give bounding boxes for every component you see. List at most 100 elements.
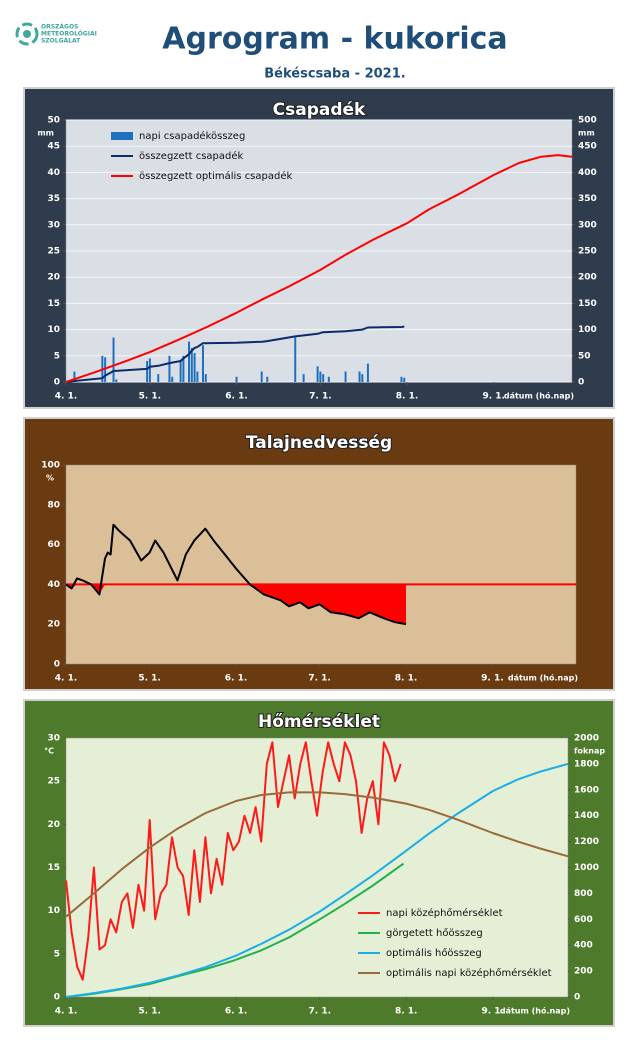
bar <box>358 371 361 382</box>
x-tick-label: 8. 1. <box>396 392 419 402</box>
legend-label: összegzett csapadék <box>139 150 244 162</box>
y2-tick-label: 600 <box>574 915 593 925</box>
y2-tick-label: 400 <box>578 168 597 178</box>
y2-tick-label: 250 <box>578 247 597 257</box>
y-tick-label: 15 <box>47 863 60 873</box>
y-tick-label: 35 <box>47 194 60 204</box>
x-axis-label: dátum (hó.nap) <box>504 391 574 401</box>
x-tick-label: 4. 1. <box>55 1007 78 1017</box>
bar <box>344 371 347 382</box>
y-unit: °C <box>44 747 54 756</box>
logo-mark <box>23 30 31 38</box>
y2-tick-label: 200 <box>578 273 597 283</box>
y-tick-label: 20 <box>47 820 60 830</box>
bar <box>266 376 269 382</box>
y2-tick-label: 2000 <box>574 734 599 744</box>
plot-area <box>65 737 569 998</box>
y2-tick-label: 1200 <box>574 837 599 847</box>
y-tick-label: 15 <box>47 299 60 309</box>
y2-tick-label: 400 <box>574 941 593 951</box>
line <box>65 741 402 981</box>
y-tick-label: 0 <box>54 378 60 388</box>
bar <box>115 379 118 382</box>
y2-tick-label: 50 <box>578 351 591 361</box>
chart-title: Csapadék <box>273 100 366 120</box>
bar <box>361 374 364 382</box>
logo-text: METEOROLÓGIAI <box>41 31 97 38</box>
y-tick-label: 30 <box>47 220 60 230</box>
chart-title: Talajnedvesség <box>246 433 392 453</box>
x-tick-label: 9. 1. <box>481 1007 504 1017</box>
y-tick-label: 60 <box>47 540 60 550</box>
x-tick-label: 4. 1. <box>55 392 78 402</box>
bar <box>182 355 185 382</box>
x-tick-label: 6. 1. <box>225 392 248 402</box>
y2-tick-label: 1800 <box>574 759 599 769</box>
bar <box>319 371 322 382</box>
deficit-area <box>66 584 406 625</box>
y-tick-label: 100 <box>41 461 60 471</box>
page-title: Agrogram - kukorica <box>162 22 507 57</box>
x-tick-label: 8. 1. <box>395 674 418 684</box>
legend-label: napi csapadékösszeg <box>139 130 245 142</box>
line <box>65 762 569 998</box>
bar <box>235 376 238 382</box>
y-tick-label: 80 <box>47 500 60 510</box>
legend-swatch <box>111 132 133 140</box>
line <box>65 523 407 626</box>
legend-label: optimális hőösszeg <box>386 947 482 959</box>
y2-tick-label: 0 <box>574 993 580 1003</box>
y2-tick-label: 200 <box>574 967 593 977</box>
x-tick-label: 6. 1. <box>225 1007 248 1017</box>
bar <box>73 371 76 382</box>
y2-tick-label: 300 <box>578 220 597 230</box>
y-unit: mm <box>37 129 54 138</box>
y2-tick-label: 0 <box>578 378 584 388</box>
logo-text: ORSZÁGOS <box>41 24 78 31</box>
bar <box>260 371 263 382</box>
bar <box>403 377 406 382</box>
line <box>65 154 573 383</box>
y2-tick-label: 800 <box>574 889 593 899</box>
y-tick-label: 25 <box>47 777 60 787</box>
y-tick-label: 45 <box>47 142 60 152</box>
x-tick-label: 6. 1. <box>225 674 248 684</box>
bar <box>168 355 171 382</box>
y-tick-label: 25 <box>47 247 60 257</box>
logo-mark <box>15 22 39 46</box>
x-tick-label: 7. 1. <box>308 674 331 684</box>
plot-area <box>65 464 577 665</box>
bar <box>104 357 107 382</box>
y-tick-label: 40 <box>47 580 60 590</box>
y2-tick-label: 150 <box>578 299 597 309</box>
bar <box>366 363 369 382</box>
bar <box>157 374 160 382</box>
y-tick-label: 40 <box>47 168 60 178</box>
y-tick-label: 30 <box>47 734 60 744</box>
x-tick-label: 4. 1. <box>55 674 78 684</box>
y-tick-label: 5 <box>54 351 60 361</box>
bar <box>171 376 174 382</box>
bar <box>112 337 115 382</box>
y-tick-label: 20 <box>47 273 60 283</box>
y2-tick-label: 1400 <box>574 811 599 821</box>
y-tick-label: 0 <box>54 993 60 1003</box>
y-tick-label: 10 <box>47 906 60 916</box>
x-tick-label: 9. 1. <box>482 392 505 402</box>
bar <box>148 358 151 382</box>
y-tick-label: 0 <box>54 660 60 670</box>
bar <box>204 374 207 382</box>
legend-label: optimális napi középhőmérséklet <box>386 967 552 979</box>
chart-title: Hőmérséklet <box>258 712 380 732</box>
bar <box>302 374 305 382</box>
y-tick-label: 50 <box>47 116 60 126</box>
legend-label: görgetett hőösszeg <box>386 927 483 939</box>
bar <box>294 337 297 382</box>
line <box>65 791 569 918</box>
x-tick-label: 9. 1. <box>481 674 504 684</box>
x-tick-label: 5. 1. <box>139 392 162 402</box>
y-tick-label: 20 <box>47 620 60 630</box>
x-tick-label: 7. 1. <box>309 1007 332 1017</box>
y2-tick-label: 1600 <box>574 785 599 795</box>
legend-label: napi középhőmérséklet <box>386 907 503 919</box>
